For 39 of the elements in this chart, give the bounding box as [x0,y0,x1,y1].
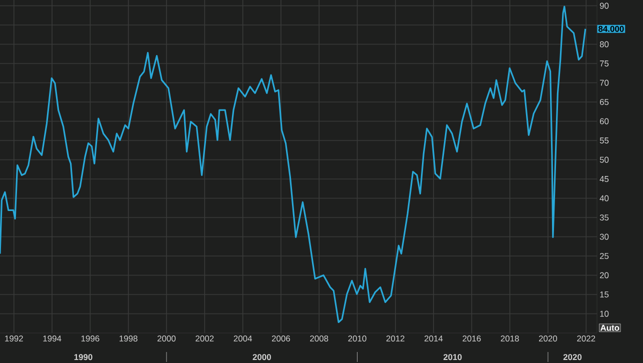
y-tick-label: 35 [600,214,609,220]
y-tick-label: 55 [600,138,609,144]
x-tick-label: 2008 [310,336,328,342]
x-tick-label: 1994 [43,336,62,342]
x-tick-label: 2004 [234,336,252,342]
y-tick-label: 70 [600,80,609,86]
x-tick-label: 2006 [272,336,290,342]
y-tick-label: 25 [600,253,609,259]
y-tick-label: 30 [600,234,609,240]
x-tick-label: 1996 [81,336,100,342]
x-tick-label: 2010 [348,336,366,342]
text: 84.000 [598,26,624,32]
y-tick-label: 20 [600,272,609,278]
x-tick-label: 2016 [462,336,481,342]
y-tick-label: 65 [600,99,609,106]
text: 2000 [252,354,271,360]
y-tick-label: 45 [600,176,609,182]
text: Auto [600,324,620,331]
y-tick-label: 75 [600,60,609,66]
x-tick-label: 2022 [577,336,596,342]
line-series [0,6,586,324]
y-tick-label: 10 [600,310,609,317]
y-tick-label: 90 [600,2,609,9]
x-tick-label: 2000 [158,336,176,342]
x-tick-label: 2018 [500,336,519,342]
x-tick-label: 1992 [5,336,23,342]
x-tick-label: 1998 [120,336,138,342]
y-tick-label: 60 [600,118,609,124]
text: 2010 [443,354,462,360]
text: 2020 [563,354,582,360]
x-tick-label: 2002 [196,336,214,342]
y-tick-label: 15 [600,292,609,298]
x-tick-label: 2012 [386,336,404,342]
text: 1990 [74,354,92,360]
y-tick-label: 50 [600,156,609,163]
x-tick-label: 2014 [424,336,443,342]
x-tick-label: 2020 [538,336,558,342]
y-tick-label: 80 [600,41,609,48]
y-tick-label: 40 [600,195,609,202]
